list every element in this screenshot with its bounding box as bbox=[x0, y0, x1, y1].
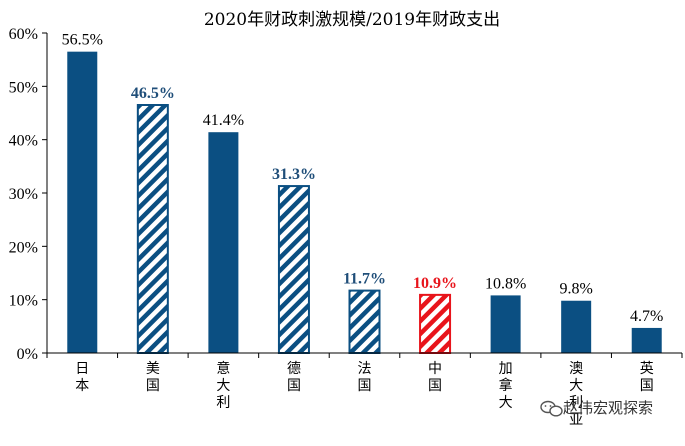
data-label: 9.8% bbox=[560, 281, 593, 298]
category-label: 美国 bbox=[146, 361, 160, 394]
y-axis: 0% 10% 20% 30% 40% 50% 60% bbox=[9, 26, 47, 363]
category-label: 意大利 bbox=[216, 360, 230, 411]
bar-2 bbox=[208, 132, 239, 353]
data-label: 10.9% bbox=[413, 275, 457, 292]
category-label: 日本 bbox=[75, 361, 89, 394]
category-label: 加拿大 bbox=[499, 361, 513, 411]
y-tick-label: 10% bbox=[9, 293, 38, 310]
y-tick-label: 40% bbox=[9, 133, 38, 150]
data-label: 11.7% bbox=[343, 271, 386, 288]
y-tick-label: 30% bbox=[9, 186, 38, 203]
bar-1 bbox=[136, 104, 169, 354]
bar-3 bbox=[277, 185, 310, 354]
data-label: 4.7% bbox=[630, 308, 663, 325]
category-label: 英国 bbox=[640, 360, 654, 394]
watermark: 赵伟宏观探索 bbox=[540, 399, 653, 417]
y-tick-label: 50% bbox=[9, 79, 38, 96]
y-tick-label: 20% bbox=[9, 239, 38, 256]
y-tick-label: 0% bbox=[17, 346, 38, 363]
bar-8 bbox=[631, 327, 662, 353]
data-label: 46.5% bbox=[131, 85, 175, 102]
category-label: 中国 bbox=[428, 361, 442, 394]
watermark-text: 赵伟宏观探索 bbox=[563, 399, 653, 417]
bar-5 bbox=[419, 293, 452, 355]
bar-6 bbox=[490, 295, 521, 353]
bar-0 bbox=[67, 51, 98, 354]
data-label: 10.8% bbox=[485, 275, 526, 292]
category-label: 法国 bbox=[358, 361, 372, 394]
data-label: 31.3% bbox=[272, 166, 316, 183]
chart-title: 2020年财政刺激规模/2019年财政支出 bbox=[204, 10, 500, 30]
category-label: 德国 bbox=[287, 361, 301, 394]
bar-7 bbox=[561, 300, 592, 353]
wechat-icon bbox=[540, 400, 563, 417]
category-label: 澳大利亚 bbox=[569, 361, 583, 428]
x-axis: 日本 美国 意大利 德国 法国 中国 加拿大 澳大利亚 英国 bbox=[46, 353, 683, 428]
axes-lines bbox=[46, 33, 682, 354]
bar-4 bbox=[348, 289, 381, 355]
bars-group: 56.5% 46.5% 41.4% 31.3% 11.7% 10.9% 10.8% 9.8% 4… bbox=[62, 32, 663, 355]
data-label: 56.5% bbox=[62, 32, 103, 49]
y-tick-label: 60% bbox=[9, 26, 38, 43]
data-label: 41.4% bbox=[203, 112, 244, 129]
